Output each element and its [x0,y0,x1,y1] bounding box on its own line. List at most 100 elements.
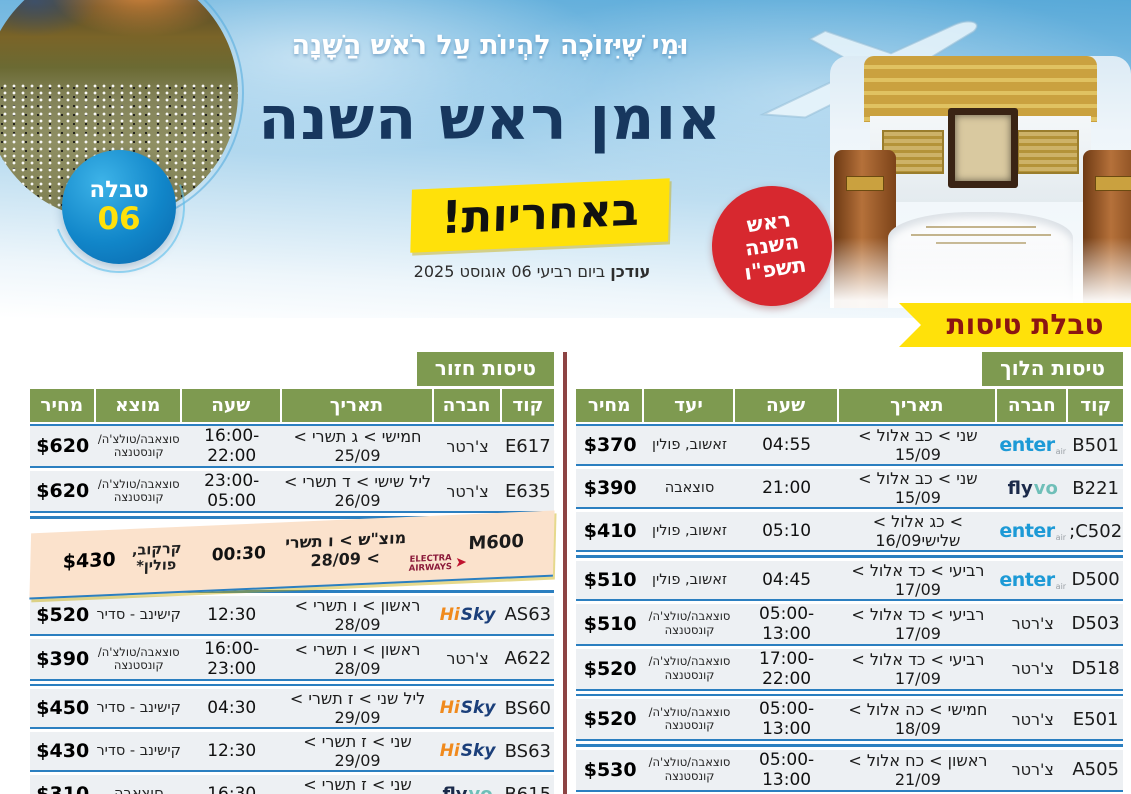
flight-price: $520 [583,657,637,680]
flight-date: ראשון > ו תשרי > 28/09 [294,639,421,678]
place-text: זאשוב, פולין [652,437,727,453]
flight-time: 00:30 [211,542,267,565]
flight-place: קישינב - סדיר [96,700,182,716]
airline-cell: צ'רטר [997,710,1068,729]
flight-price: $620 [36,435,90,457]
table-row: D518 צ'רטר רביעי > כד אלול > 17/09 17:00-22… [576,648,1123,691]
flight-place: קישינב - סדיר [96,607,182,623]
flight-code: A505 [1072,759,1119,780]
flight-place: סוצאבה/טולצ'ה/ קונסטנצה [96,431,182,459]
kever-rabbi-nachman-photo [830,56,1131,308]
flight-time: 05:00-13:00 [759,749,815,790]
row-separator [576,744,1123,747]
flight-time: 05:00-13:00 [759,603,815,644]
flight-time: 05:10 [762,521,812,541]
updated-date-line: עודכן ביום רביעי 06 אוגוסט 2025 [372,262,692,281]
flight-date: חמישי > ג תשרי > 25/09 [293,427,422,465]
flight-time: 23:00-05:00 [204,471,260,511]
column-header: יעד [644,389,735,422]
row-separator [30,516,554,519]
place-text: קישינב - סדיר [96,606,181,623]
flight-date: ראשון > כח אלול > 21/09 [848,750,988,789]
column-header: תאריך [281,389,434,422]
flight-place: סוצאבה [96,786,182,794]
flight-price: $430 [62,548,116,573]
airline-name: צ'רטר [1011,659,1054,678]
badge-label: טבלה [89,177,149,203]
flight-date: רביעי > כד אלול > 17/09 [851,560,985,599]
flight-place: סוצאבה/טולצ'ה/ קונסטנצה [96,477,182,504]
place-text: זאשוב, פולין [652,523,727,539]
logo-part2: Sky [460,741,496,762]
logo-main: enter [999,568,1055,591]
table-row: E501 צ'רטר חמישי > כה אלול > 18/09 05:00-13… [576,699,1123,741]
tab-outbound-flights: טיסות הלוך [982,352,1123,386]
place-text: סוצאבה/טולצ'ה/ קונסטנצה [648,704,731,732]
flight-place: זאשוב, פולין [644,572,734,588]
flight-code: M600 [468,530,525,555]
flight-price: $510 [583,568,637,591]
place-text: קישינב - סדיר [96,700,181,717]
airline-cell: enter air [997,520,1068,542]
airline-name: צ'רטר [1011,760,1054,779]
flight-code: BS63 [504,740,551,762]
flight-price: $310 [30,783,96,794]
row-separator [576,555,1123,558]
highlight-banner: באחריות! [410,178,670,253]
tables-divider [563,352,567,794]
updated-label: עודכן [610,262,651,281]
place-text: זאשוב, פולין [652,571,727,588]
electra-arrow-icon: ➤ [454,553,468,571]
flight-time: 05:00-13:00 [759,699,815,739]
flight-place: זאשוב, פולין [644,523,734,539]
flight-price: $450 [36,697,90,720]
airline-cell: צ'רטר [997,614,1068,633]
enterair-logo: enter air [999,520,1066,542]
flight-place: סוצאבה/טולצ'ה/ קונסטנצה [644,654,734,682]
column-header: קוד [501,389,554,422]
flight-code: AS63 [504,604,552,626]
flight-code: B501 [1072,434,1120,456]
logo-sub: air [1055,533,1067,542]
flight-price: $430 [36,740,90,763]
table-row: AS63 Hi Sky ראשון > ו תשרי > 28/09 12:30 קישי… [30,595,554,636]
place-text: סוצאבה/טולצ'ה/ קונסטנצה [648,654,731,682]
flight-code: BS60 [504,697,551,719]
flight-price: $390 [36,647,90,670]
table-number-badge: טבלה 06 [62,150,176,264]
updated-value: ביום רביעי 06 אוגוסט 2025 [413,262,606,281]
photo-fade-overlay [830,56,1131,308]
place-text: קישינב - סדיר [96,743,181,760]
airline-cell: Hi Sky [434,741,502,761]
logo-part2: vo [469,784,493,794]
table-row: E635 צ'רטר ליל שישי > ד תשרי > 26/09 23:00-… [30,471,554,513]
highlight-wrap: באחריות! [384,178,696,253]
flight-time: 04:45 [762,569,812,590]
column-header: מחיר [576,389,645,422]
airline-cell: צ'רטר [434,649,502,668]
place-text: סוצאבה/טולצ'ה/ קונסטנצה [97,431,180,459]
flight-date: שני > כב אלול > 15/09 [858,469,978,507]
table-header-row: קוד חברה תאריך שעה יעד מחיר [576,389,1123,426]
table-row: BS60 Hi Sky ליל שני > ז תשרי > 29/09 04:30 קי… [30,689,554,730]
column-header: חברה [433,389,502,422]
badge-number: 06 [97,201,141,237]
flight-date: ראשון > ו תשרי > 28/09 [294,595,421,634]
airline-cell: enter air [997,434,1068,456]
flight-price: $370 [583,434,637,456]
place-text: סוצאבה/טולצ'ה/ קונסטנצה [97,644,180,672]
airline-cell: צ'רטר [434,482,502,501]
table-row: BS63 Hi Sky שני > ז תשרי > 29/09 12:30 קישינב… [30,732,554,773]
flight-place: קישינב - סדיר [96,743,182,759]
flight-date: רביעי > כד אלול > 17/09 [851,649,985,688]
flight-time: 17:00-22:00 [759,648,815,689]
enterair-logo: enter air [999,434,1066,456]
airline-cell: Hi Sky [434,605,502,625]
flight-date: מוצ"ש > ו תשרי > 28/09 [285,527,407,570]
logo-sub: air [1055,447,1067,456]
column-header: מוצא [95,389,182,422]
table-row: B501 enter air שני > כב אלול > 15/09 04:55 זא… [576,426,1123,466]
flight-code: D503 [1071,613,1120,634]
